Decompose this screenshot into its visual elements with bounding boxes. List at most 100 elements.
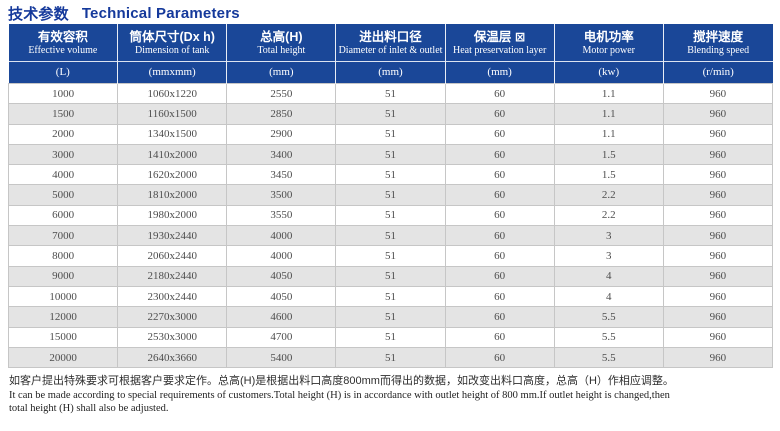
note-en-line2: total height (H) shall also be adjusted. [9, 402, 169, 414]
column-header-5: 保温层 ⊠ Heat preservation layer (mm) [444, 24, 555, 84]
table-cell: 4050 [226, 285, 337, 308]
table-row: 1500 1160x1500 2850 51 60 1.1 960 [7, 103, 774, 125]
table-cell: 1000 [7, 82, 119, 105]
column-unit-label: (mmxmm) [118, 61, 227, 83]
table-row: 3000 1410x2000 3400 51 60 1.5 960 [7, 143, 774, 166]
column-header-1: 有效容积 Effective volume (L) [8, 24, 118, 84]
table-cell: 7000 [7, 225, 119, 247]
table-cell: 1.1 [553, 123, 664, 145]
table-cell: 1410x2000 [117, 143, 228, 166]
table-cell: 51 [335, 225, 446, 247]
column-unit-label: (mm) [445, 61, 554, 83]
table-cell: 1.1 [553, 82, 664, 105]
table-cell: 15000 [7, 326, 119, 348]
table-cell: 2530x3000 [117, 326, 228, 348]
table-cell: 5.5 [553, 326, 664, 348]
column-unit-label: (r/min) [663, 61, 773, 83]
table-cell: 60 [444, 103, 555, 125]
column-zh-label: 保温层 ⊠ [473, 30, 526, 44]
table-row: 12000 2270x3000 4600 51 60 5.5 960 [7, 306, 774, 328]
table-row: 8000 2060x2440 4000 51 60 3 960 [7, 245, 774, 267]
table-cell: 1060x1220 [117, 82, 228, 105]
table-cell: 51 [335, 184, 446, 206]
column-en-label: Motor power [582, 45, 636, 56]
column-header-4: 进出料口径 Diameter of inlet & outlet (mm) [335, 24, 446, 84]
table-cell: 960 [662, 285, 774, 308]
table-cell: 960 [662, 306, 774, 328]
table-cell: 4600 [226, 306, 337, 328]
table-cell: 2.2 [553, 204, 664, 227]
column-zh-label: 总高(H) [260, 30, 303, 44]
table-cell: 1.5 [553, 143, 664, 166]
table-cell: 2060x2440 [117, 245, 228, 267]
table-cell: 960 [662, 225, 774, 247]
table-cell: 2850 [226, 103, 337, 125]
table-cell: 60 [444, 82, 555, 105]
column-header-2: 筒体尺寸(Dx h) Dimension of tank (mmxmm) [117, 24, 227, 84]
column-zh-label: 电机功率 [583, 30, 634, 44]
page-title-en: Technical Parameters [81, 5, 240, 22]
table-cell: 4050 [226, 265, 337, 287]
table-cell: 60 [444, 184, 555, 206]
table-cell: 4000 [226, 225, 337, 247]
table-cell: 1930x2440 [117, 225, 228, 247]
table-cell: 960 [662, 123, 774, 145]
table-cell: 60 [444, 245, 555, 267]
table-row: 1000 1060x1220 2550 51 60 1.1 960 [7, 82, 774, 105]
table-cell: 4 [553, 285, 664, 308]
table-cell: 2000 [7, 123, 119, 145]
page-title: 技术参数 Technical Parameters [0, 0, 780, 24]
table-cell: 960 [662, 346, 774, 369]
table-cell: 4000 [226, 245, 337, 267]
table-cell: 5000 [7, 184, 119, 206]
table-cell: 51 [335, 123, 446, 145]
table-row: 10000 2300x2440 4050 51 60 4 960 [7, 285, 774, 308]
table-cell: 51 [335, 265, 446, 287]
note-en-line1: It can be made according to special requ… [9, 390, 670, 402]
table-cell: 960 [662, 103, 774, 125]
column-en-label: Diameter of inlet & outlet [338, 45, 443, 56]
table-cell: 960 [662, 245, 774, 267]
table-row: 2000 1340x1500 2900 51 60 1.1 960 [7, 123, 774, 145]
column-unit-label: (mm) [336, 61, 445, 83]
table-cell: 3 [553, 245, 664, 267]
column-zh-label: 进出料口径 [359, 30, 422, 44]
table-cell: 3000 [7, 143, 119, 166]
table-cell: 1500 [7, 103, 119, 125]
table-cell: 8000 [7, 245, 119, 267]
table-cell: 51 [335, 346, 446, 369]
page-title-zh: 技术参数 [8, 6, 69, 23]
table-cell: 60 [444, 143, 555, 166]
table-row: 5000 1810x2000 3500 51 60 2.2 960 [7, 184, 774, 206]
table-cell: 6000 [7, 204, 119, 227]
table-cell: 60 [444, 326, 555, 348]
table-cell: 960 [662, 82, 774, 105]
table-cell: 51 [335, 306, 446, 328]
table-cell: 5.5 [553, 306, 664, 328]
column-header-7: 搅拌速度 Blending speed (r/min) [662, 24, 773, 84]
column-en-label: Total height [257, 45, 306, 56]
table-row: 4000 1620x2000 3450 51 60 1.5 960 [7, 164, 774, 186]
table-cell: 51 [335, 103, 446, 125]
table-row: 6000 1980x2000 3550 51 60 2.2 960 [7, 204, 774, 227]
table-cell: 960 [662, 204, 774, 227]
column-en-label: Heat preservation layer [452, 45, 547, 56]
column-en-label: Blending speed [687, 45, 750, 56]
table-cell: 1160x1500 [117, 103, 228, 125]
table-cell: 4000 [7, 164, 119, 186]
table-cell: 960 [662, 164, 774, 186]
table-cell: 3550 [226, 204, 337, 227]
header-row: 有效容积 Effective volume (L) 筒体尺寸(Dx h) Dimensi… [8, 24, 773, 84]
table-cell: 3500 [226, 184, 337, 206]
table-cell: 1.5 [553, 164, 664, 186]
table-cell: 60 [444, 306, 555, 328]
table-cell: 51 [335, 204, 446, 227]
table-cell: 2300x2440 [117, 285, 228, 308]
table-cell: 60 [444, 123, 555, 145]
column-unit-label: (mm) [227, 61, 336, 83]
table-cell: 960 [662, 326, 774, 348]
footnotes: 如客户提出特殊要求可根据客户要求定作。总高(H)是根据出料口高度800mm而得出… [9, 374, 780, 415]
column-en-label: Dimension of tank [134, 45, 210, 56]
table-cell: 4700 [226, 326, 337, 348]
